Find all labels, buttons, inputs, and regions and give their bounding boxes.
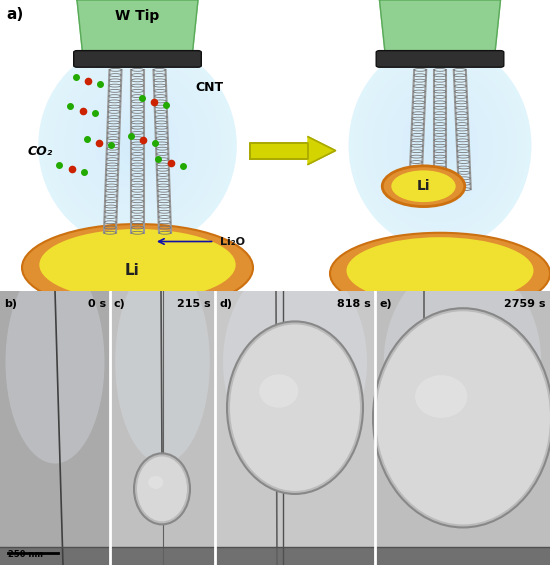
Ellipse shape (435, 140, 445, 151)
Ellipse shape (127, 134, 148, 157)
Ellipse shape (415, 375, 468, 418)
Bar (110, 547, 215, 565)
Text: 215 s: 215 s (177, 299, 211, 309)
Text: 0 s: 0 s (88, 299, 106, 309)
Ellipse shape (392, 170, 455, 202)
Ellipse shape (6, 260, 104, 463)
Bar (250, 142, 308, 159)
Ellipse shape (116, 260, 210, 463)
Bar (330, 0, 550, 291)
Ellipse shape (349, 42, 531, 249)
Ellipse shape (230, 324, 360, 491)
Polygon shape (308, 137, 336, 164)
Polygon shape (379, 0, 500, 53)
FancyBboxPatch shape (74, 51, 201, 67)
Ellipse shape (96, 102, 179, 189)
Ellipse shape (133, 140, 143, 151)
Ellipse shape (376, 311, 550, 524)
Bar (375, 547, 550, 565)
Ellipse shape (421, 124, 459, 167)
Bar (375, 291, 550, 565)
Text: a): a) (7, 7, 24, 22)
Ellipse shape (406, 107, 474, 184)
Ellipse shape (397, 97, 483, 194)
Bar (0, 291, 110, 565)
Ellipse shape (416, 118, 464, 173)
Text: e): e) (379, 299, 392, 309)
Text: d): d) (219, 299, 232, 309)
Bar (215, 547, 375, 565)
Ellipse shape (106, 113, 169, 178)
Ellipse shape (227, 321, 363, 494)
Bar (0, 547, 110, 565)
Ellipse shape (223, 260, 367, 463)
Bar (110, 291, 215, 565)
Ellipse shape (117, 124, 158, 167)
Text: W Tip: W Tip (116, 9, 160, 23)
Ellipse shape (111, 118, 164, 173)
Ellipse shape (137, 457, 187, 521)
Text: 818 s: 818 s (337, 299, 371, 309)
Ellipse shape (22, 224, 253, 311)
Text: Li: Li (125, 263, 139, 278)
Ellipse shape (122, 129, 153, 162)
Ellipse shape (330, 233, 550, 314)
Ellipse shape (430, 134, 450, 157)
Bar (215, 291, 375, 565)
Ellipse shape (392, 91, 488, 200)
Ellipse shape (426, 129, 454, 162)
Ellipse shape (90, 97, 184, 194)
Ellipse shape (148, 476, 163, 489)
Ellipse shape (387, 85, 493, 206)
Text: c): c) (114, 299, 126, 309)
Ellipse shape (80, 85, 195, 206)
Ellipse shape (346, 237, 534, 304)
Text: CO₂: CO₂ (28, 145, 53, 158)
Text: 2759 s: 2759 s (504, 299, 546, 309)
Text: Li: Li (417, 179, 430, 193)
Ellipse shape (384, 260, 541, 463)
Polygon shape (77, 0, 198, 53)
Text: CNT: CNT (195, 81, 223, 94)
Ellipse shape (373, 308, 550, 528)
Text: Li₂O: Li₂O (220, 237, 245, 246)
Ellipse shape (402, 102, 478, 189)
Ellipse shape (101, 107, 174, 184)
Ellipse shape (134, 453, 190, 524)
Text: b): b) (4, 299, 17, 309)
Ellipse shape (75, 80, 200, 211)
FancyBboxPatch shape (376, 51, 504, 67)
Bar (0, 0, 258, 291)
Ellipse shape (39, 42, 236, 249)
Ellipse shape (40, 229, 236, 301)
Ellipse shape (259, 375, 298, 408)
Ellipse shape (411, 113, 469, 178)
Ellipse shape (382, 80, 498, 211)
Ellipse shape (382, 166, 465, 207)
Ellipse shape (85, 91, 190, 200)
Text: 250 nm: 250 nm (8, 550, 43, 559)
